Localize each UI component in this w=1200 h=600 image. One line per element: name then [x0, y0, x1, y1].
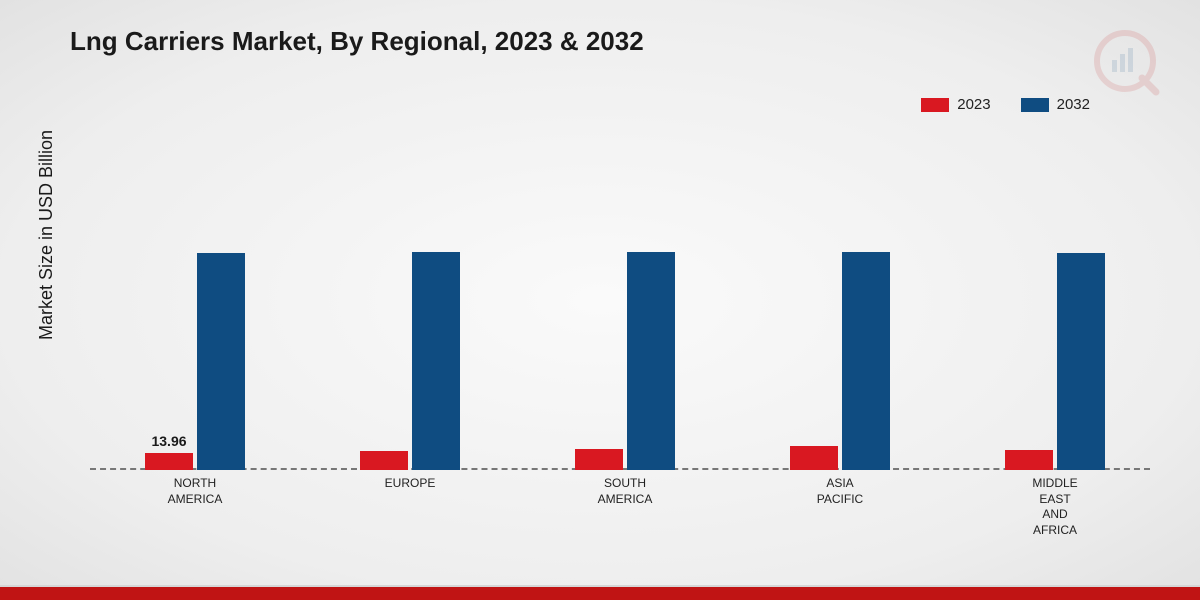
x-axis-labels: NORTH AMERICA EUROPE SOUTH AMERICA ASIA PAC…: [90, 476, 1150, 546]
bar-group: [985, 253, 1125, 470]
bar-group: [555, 252, 695, 470]
chart-title: Lng Carriers Market, By Regional, 2023 &…: [70, 26, 644, 57]
bar-group: [340, 252, 480, 470]
x-tick-label: MIDDLE EAST AND AFRICA: [985, 476, 1125, 538]
x-tick-label: NORTH AMERICA: [125, 476, 265, 507]
legend-swatch-2032: [1021, 98, 1049, 112]
bar-value-label: 13.96: [151, 433, 186, 449]
legend-item-2032: 2032: [1021, 96, 1090, 113]
y-axis-label: Market Size in USD Billion: [36, 130, 57, 340]
footer-bar: [0, 587, 1200, 600]
plot-area: 13.96: [90, 160, 1150, 470]
x-tick-label: ASIA PACIFIC: [770, 476, 910, 507]
bar-2032: [1057, 253, 1105, 470]
bar-2023: [145, 453, 193, 470]
bar-group: [770, 252, 910, 470]
legend-item-2023: 2023: [921, 96, 990, 113]
bar-2032: [627, 252, 675, 470]
legend-swatch-2023: [921, 98, 949, 112]
bar-2023: [360, 451, 408, 470]
x-tick-label: EUROPE: [340, 476, 480, 492]
legend-label-2023: 2023: [957, 96, 990, 113]
legend: 2023 2032: [921, 96, 1090, 113]
bar-2032: [842, 252, 890, 470]
bar-group: [125, 253, 265, 470]
x-tick-label: SOUTH AMERICA: [555, 476, 695, 507]
bar-2032: [197, 253, 245, 470]
watermark-logo-icon: [1090, 26, 1160, 101]
bar-2032: [412, 252, 460, 470]
legend-label-2032: 2032: [1057, 96, 1090, 113]
bar-2023: [575, 449, 623, 470]
bar-2023: [790, 446, 838, 470]
bar-2023: [1005, 450, 1053, 470]
